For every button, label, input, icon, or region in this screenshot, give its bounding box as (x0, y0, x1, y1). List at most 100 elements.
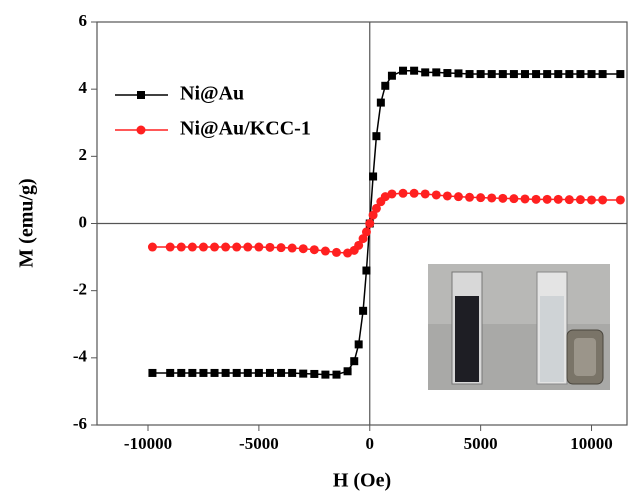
marker (254, 368, 263, 377)
marker (432, 68, 441, 77)
marker (177, 368, 186, 377)
marker (368, 210, 378, 220)
marker (371, 203, 381, 213)
marker (310, 369, 319, 378)
marker (309, 245, 319, 255)
marker (147, 242, 157, 252)
y-tick-label: -2 (73, 280, 87, 299)
marker (354, 240, 364, 250)
marker (381, 81, 390, 90)
marker (198, 242, 208, 252)
marker (166, 368, 175, 377)
marker (398, 188, 408, 198)
inset-photo (428, 264, 610, 390)
marker (321, 370, 330, 379)
marker (615, 195, 625, 205)
marker (243, 368, 252, 377)
y-tick-label: -4 (73, 347, 88, 366)
marker (376, 98, 385, 107)
marker (165, 242, 175, 252)
legend-label: Ni@Au (180, 83, 244, 105)
marker (520, 70, 529, 79)
marker (369, 172, 378, 181)
marker (299, 369, 308, 378)
y-tick-label: 2 (79, 145, 88, 164)
marker (421, 68, 430, 77)
marker (358, 234, 368, 244)
y-tick-label: 0 (79, 212, 88, 231)
marker (542, 194, 552, 204)
marker (221, 368, 230, 377)
marker (137, 91, 145, 99)
marker (476, 70, 485, 79)
vial-liquid (540, 296, 564, 382)
marker (361, 227, 371, 237)
marker (509, 194, 519, 204)
marker (575, 195, 585, 205)
marker (443, 69, 452, 78)
y-axis-label: M (emu/g) (16, 178, 38, 267)
marker (554, 70, 563, 79)
marker (553, 194, 563, 204)
marker (187, 242, 197, 252)
marker (359, 306, 368, 315)
marker (409, 188, 419, 198)
marker (320, 246, 330, 256)
marker (136, 125, 146, 135)
marker (232, 242, 242, 252)
marker (354, 340, 363, 349)
marker (564, 195, 574, 205)
marker (387, 189, 397, 199)
marker (476, 193, 486, 203)
marker (243, 242, 253, 252)
marker (442, 191, 452, 201)
marker (465, 70, 474, 79)
marker (332, 370, 341, 379)
marker (254, 242, 264, 252)
marker (372, 132, 381, 141)
marker (343, 367, 352, 376)
marker (288, 368, 297, 377)
marker (565, 70, 574, 79)
x-tick-label: 0 (366, 434, 375, 453)
marker (487, 193, 497, 203)
y-tick-label: 6 (79, 11, 88, 30)
marker (465, 192, 475, 202)
marker (498, 193, 508, 203)
marker (350, 357, 359, 366)
marker (265, 368, 274, 377)
x-tick-label: -10000 (124, 434, 172, 453)
marker (616, 70, 625, 79)
marker (176, 242, 186, 252)
marker (221, 242, 231, 252)
marker (454, 69, 463, 78)
marker (509, 70, 518, 79)
marker (148, 368, 157, 377)
marker (453, 192, 463, 202)
x-tick-label: -5000 (239, 434, 279, 453)
marker (287, 243, 297, 253)
marker (387, 71, 396, 80)
marker (298, 244, 308, 254)
marker (365, 219, 375, 228)
marker (587, 70, 596, 79)
marker (498, 70, 507, 79)
marker (598, 195, 608, 205)
vial-liquid (455, 296, 479, 382)
marker (532, 70, 541, 79)
marker (399, 66, 408, 75)
marker (543, 70, 552, 79)
legend-label: Ni@Au/KCC-1 (180, 118, 311, 140)
marker (487, 70, 496, 79)
marker (520, 194, 530, 204)
marker (276, 243, 286, 253)
y-tick-label: 4 (79, 78, 88, 97)
marker (210, 242, 220, 252)
magnet-face (574, 338, 596, 376)
x-tick-label: 5000 (464, 434, 498, 453)
x-axis-label: H (Oe) (333, 470, 391, 492)
marker (587, 195, 597, 205)
x-tick-label: 10000 (570, 434, 613, 453)
marker (431, 190, 441, 200)
